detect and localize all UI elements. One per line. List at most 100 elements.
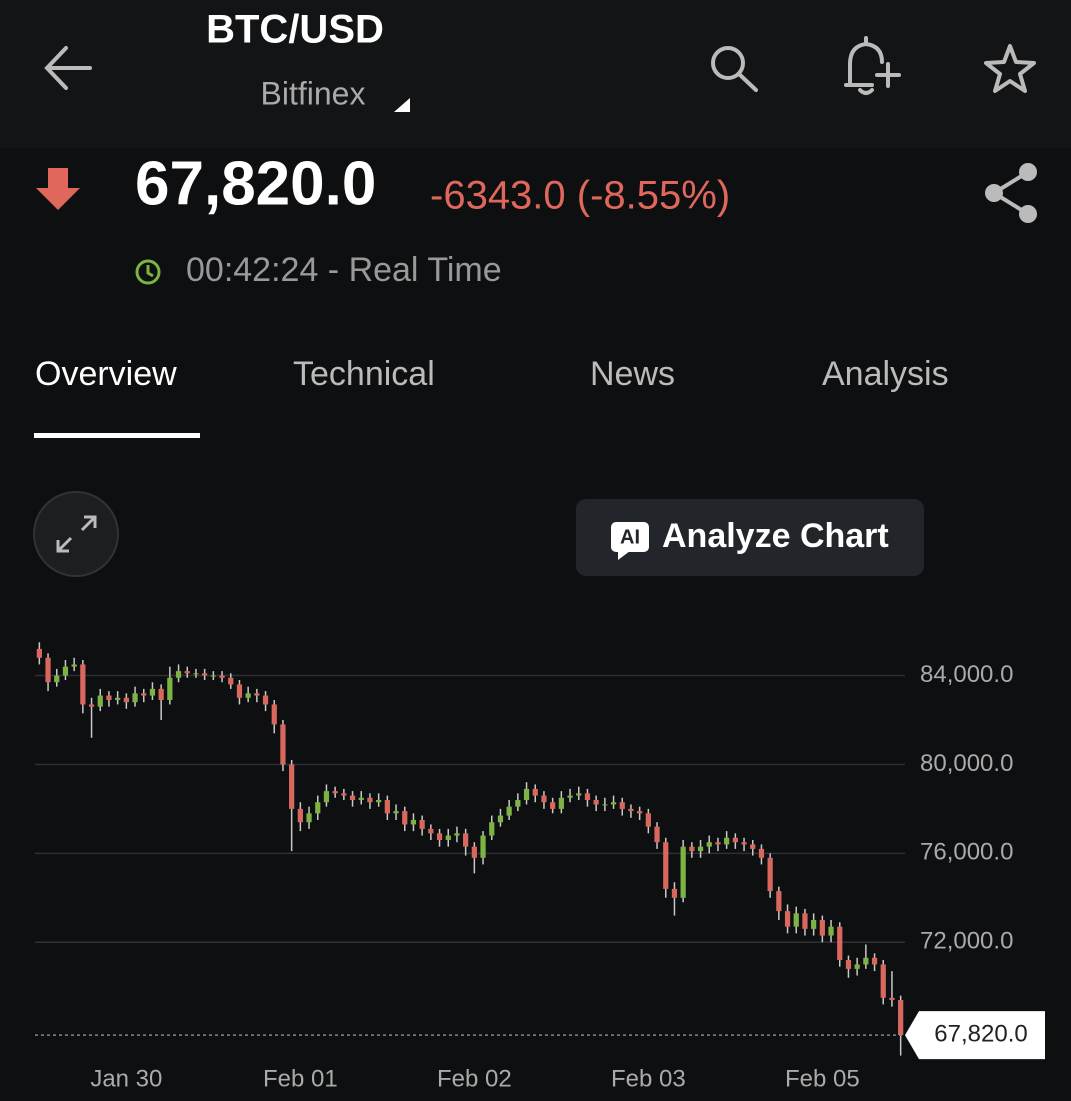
candle-body [898, 1000, 904, 1036]
candle-body [228, 677, 234, 685]
tab[interactable]: Overview [35, 355, 177, 393]
candle-body [428, 828, 434, 834]
y-tick-label: 84,000.0 [920, 661, 1013, 688]
candle-body [724, 837, 730, 845]
candle-body [628, 808, 634, 812]
candle-body [619, 802, 625, 809]
candle-body [141, 693, 147, 696]
candle-body [645, 813, 651, 827]
candle-body [523, 788, 530, 800]
candle-body [593, 800, 599, 805]
candle-body [697, 846, 704, 852]
candle-body [471, 846, 477, 858]
chart: 72,000.0 76,000.0 80,000.0 84,000.0 Jan 30 Fe… [35, 642, 1045, 1092]
candle-body [219, 675, 225, 678]
tab[interactable]: News [590, 355, 675, 393]
candle-body [550, 802, 556, 809]
candle-body [106, 695, 112, 700]
candle-body [454, 833, 460, 836]
candle-body [776, 891, 782, 912]
search-icon[interactable] [711, 46, 758, 92]
x-tick-label: Feb 01 [263, 1065, 338, 1092]
time: 00:42:24 - Real Time [186, 251, 502, 289]
candle-body [845, 960, 852, 969]
share-icon[interactable] [985, 163, 1037, 223]
favorite-icon[interactable] [984, 44, 1036, 93]
candle-body [289, 764, 295, 809]
candle-body [863, 957, 869, 965]
candle-body [280, 724, 286, 765]
candle-body [680, 846, 686, 898]
candle-body [410, 820, 417, 825]
candle-body [184, 671, 190, 674]
candle-body [497, 815, 504, 823]
candle-body [532, 788, 538, 796]
candle-body [558, 797, 564, 809]
candle-body [419, 820, 425, 829]
candle-body [819, 920, 825, 936]
candle-body [767, 857, 773, 892]
candle-body [584, 793, 591, 800]
candle-body [376, 800, 382, 803]
candle-body [367, 797, 373, 803]
candle-body [610, 802, 617, 805]
back-button[interactable] [44, 46, 92, 90]
candle-body [323, 791, 330, 803]
candle-body [315, 802, 321, 814]
candle-body [654, 826, 660, 843]
candle-body [123, 697, 129, 703]
expand-button[interactable] [33, 491, 119, 577]
candle-body [506, 806, 512, 816]
candle-body [889, 997, 895, 1000]
exchange[interactable]: Bitfinex [261, 75, 366, 111]
symbol-title: BTC/USD [206, 8, 384, 52]
candle-body [715, 842, 721, 845]
candle-body [567, 795, 573, 798]
candle-body [349, 795, 356, 800]
candle-body [245, 693, 251, 698]
candle-body [210, 675, 216, 677]
candle-body [36, 648, 42, 658]
candle-body [706, 842, 712, 847]
candle-body [71, 664, 77, 667]
candle-body [576, 793, 582, 796]
candle-body [254, 693, 260, 696]
candle-body [480, 835, 486, 858]
candle-body [793, 913, 799, 927]
candle-body [149, 688, 156, 696]
analyze-button[interactable]: AI Analyze Chart [576, 499, 924, 576]
candle-body [671, 888, 678, 898]
candle-body [828, 926, 834, 936]
candle-body [541, 795, 547, 803]
candle-body [236, 684, 243, 698]
candle-body [202, 673, 208, 676]
candle-body [132, 693, 138, 703]
candle-body [62, 666, 69, 676]
candle-body [271, 704, 277, 725]
tab[interactable]: Technical [293, 355, 435, 393]
candle-body [732, 837, 738, 843]
price-change: -6343.0 (-8.55%) [430, 174, 730, 218]
candle-body [637, 811, 643, 814]
candle-body [837, 926, 843, 960]
top-bar [0, 0, 1071, 148]
candle-body [663, 842, 669, 889]
last-price-tag [905, 1011, 1045, 1060]
candle-body [402, 811, 408, 825]
candle-body [802, 913, 808, 929]
alert-icon[interactable] [844, 36, 901, 95]
candle-body [115, 697, 121, 700]
candle-body [80, 664, 86, 705]
tab[interactable]: Analysis [822, 355, 949, 393]
x-tick-label: Feb 03 [611, 1065, 686, 1092]
candle-body [45, 657, 51, 683]
candle-body [750, 844, 756, 849]
button-label: Analyze Chart [662, 517, 889, 555]
candle-body [880, 964, 886, 998]
down-arrow [36, 168, 80, 210]
dropdown-icon [394, 98, 410, 112]
candle-body [689, 846, 695, 852]
x-tick-label: Feb 02 [437, 1065, 512, 1092]
candle-body [784, 911, 791, 927]
